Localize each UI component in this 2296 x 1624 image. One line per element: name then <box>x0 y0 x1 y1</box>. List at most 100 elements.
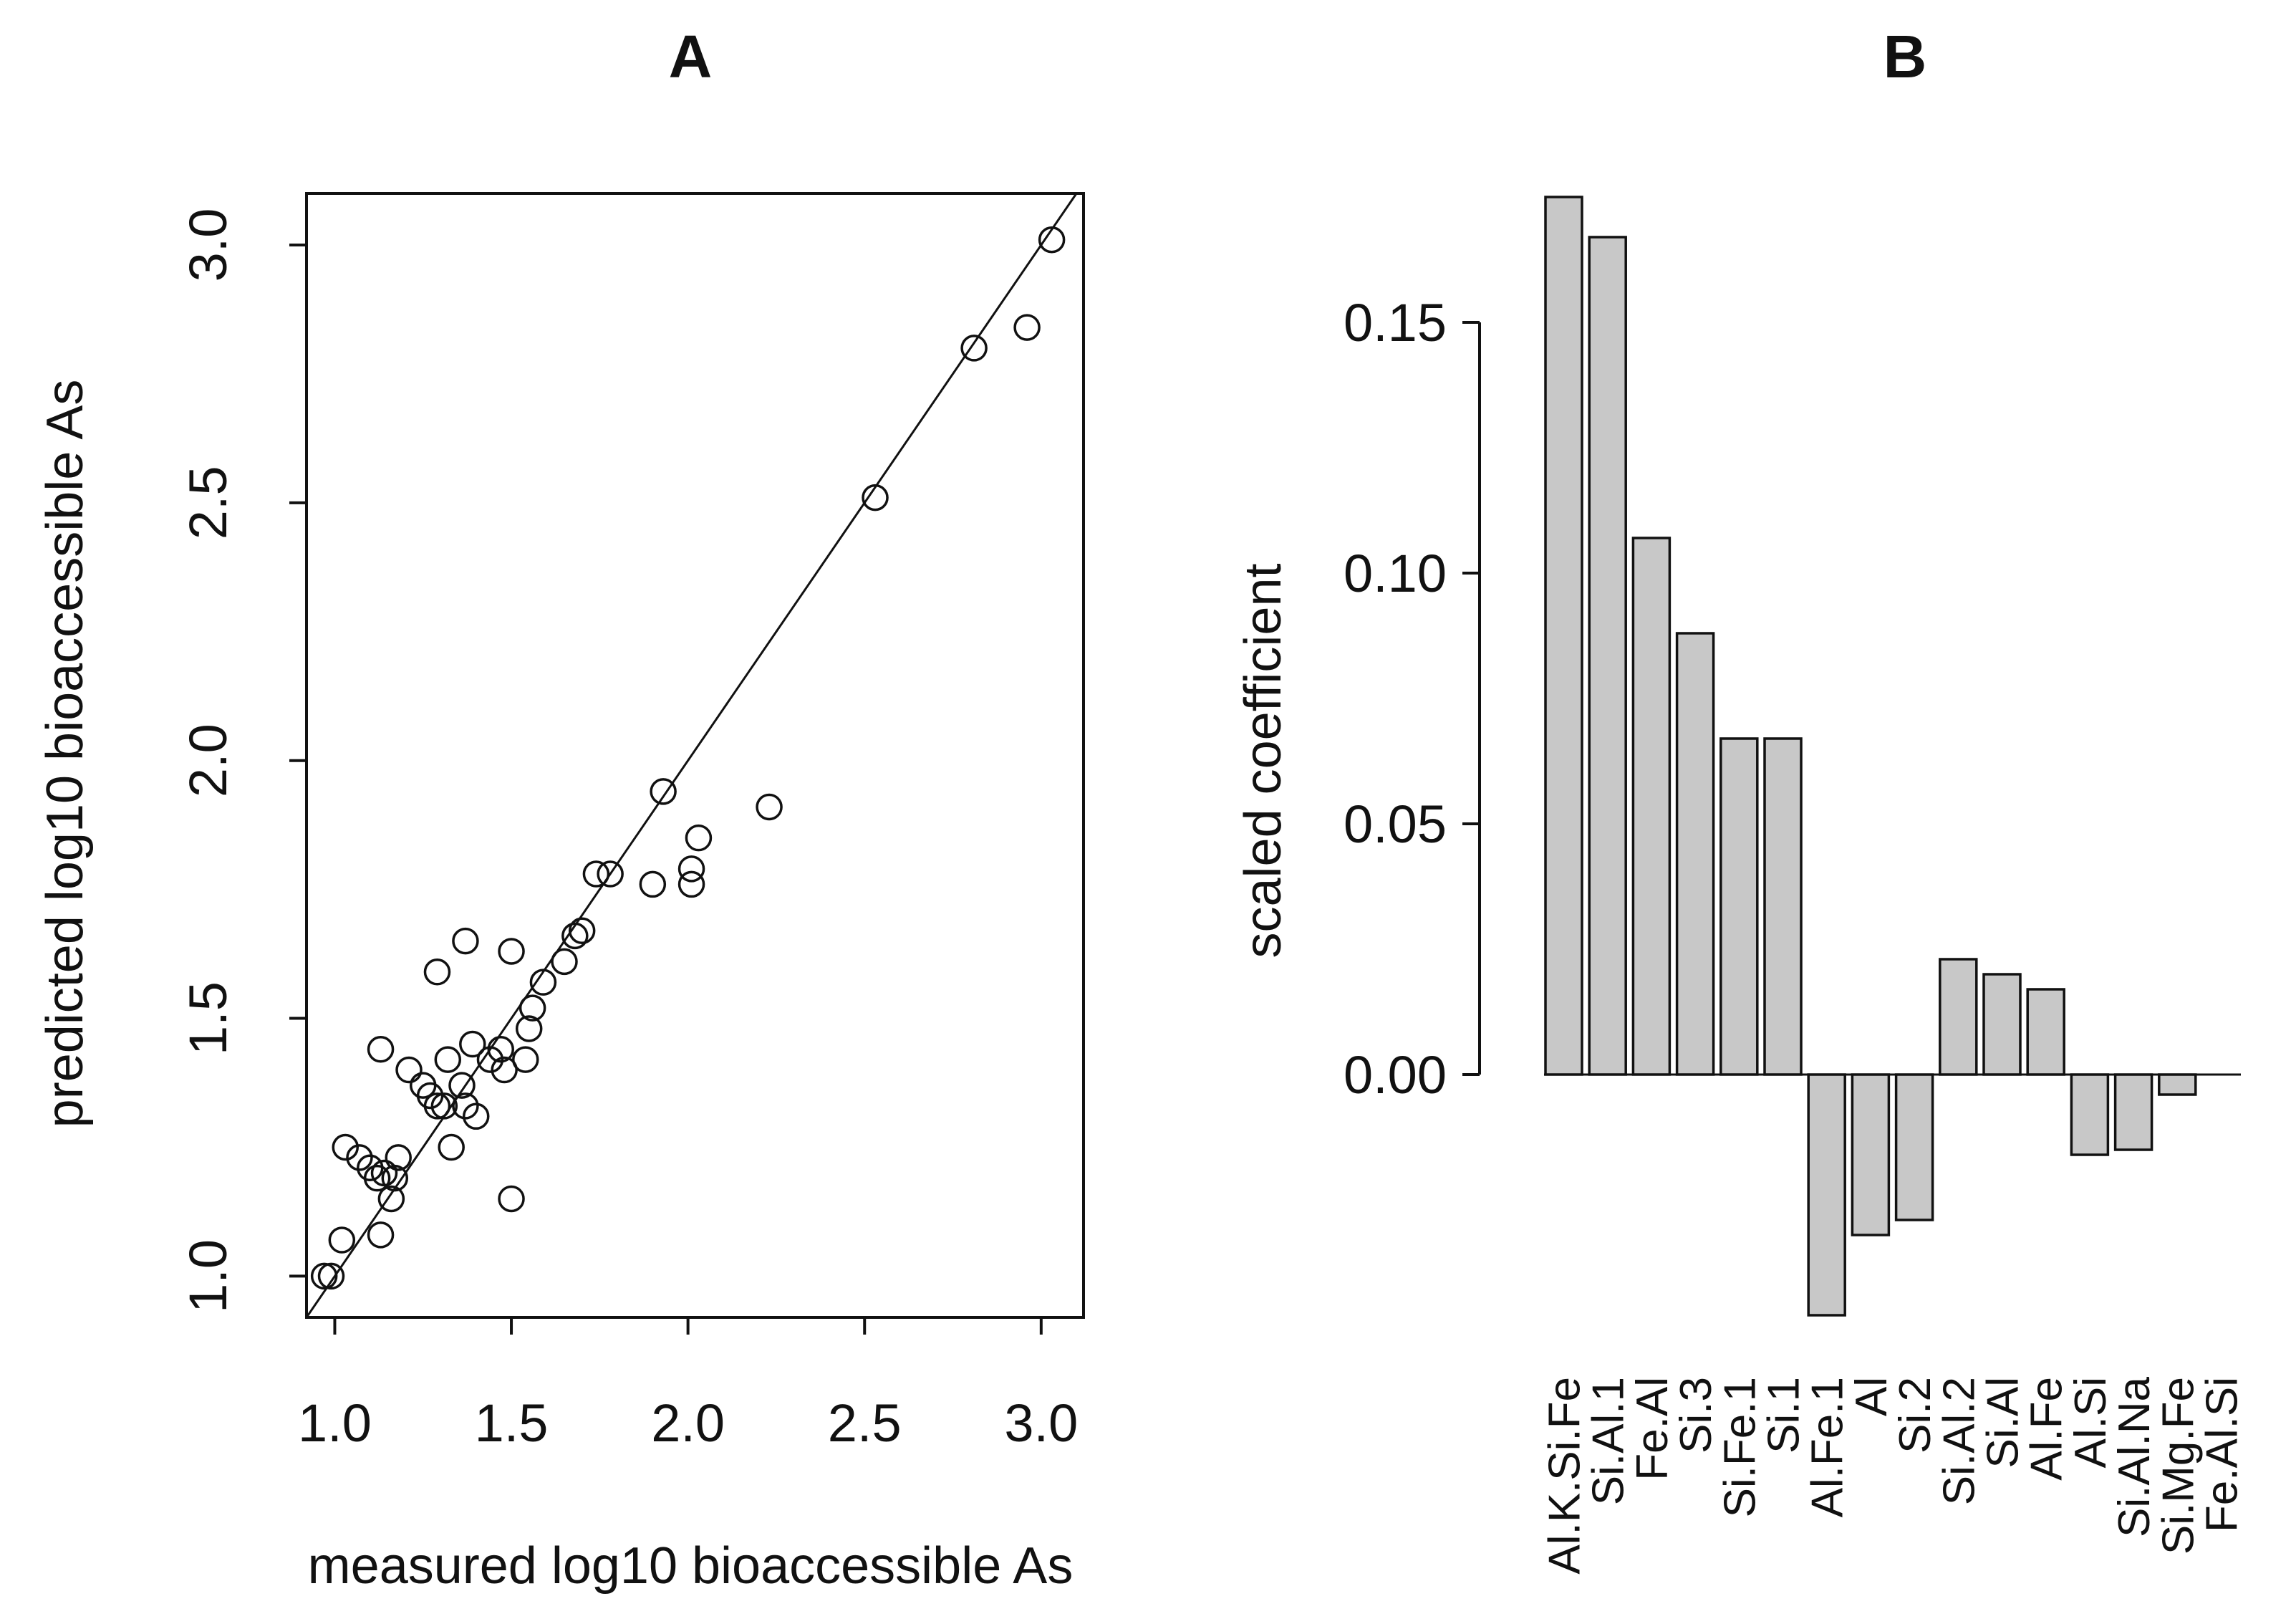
data-point <box>1013 314 1041 341</box>
category-label: Si.2 <box>1891 1377 1940 1454</box>
data-point <box>476 1046 504 1073</box>
panel-a-plot-box <box>305 192 1085 1319</box>
data-point <box>367 1035 395 1063</box>
data-point <box>597 860 624 888</box>
data-point <box>367 1221 395 1249</box>
data-point <box>459 1030 486 1058</box>
bar-al-fe <box>2026 988 2065 1076</box>
data-point <box>960 335 988 362</box>
panel-b-y-axis: 0.00 0.05 0.10 0.15 <box>1344 293 1481 1105</box>
y-tick-label: 0.05 <box>1344 794 1447 854</box>
data-point <box>434 1046 462 1073</box>
data-point <box>438 1133 465 1161</box>
bar-si-1 <box>1763 737 1803 1076</box>
bar-si-al-2 <box>1939 958 1978 1076</box>
data-point <box>582 860 610 888</box>
bar-si-al <box>1982 973 2022 1076</box>
panel-a-x-ticks: 1.0 1.5 2.0 2.5 3.0 <box>298 1317 1078 1453</box>
panel-b-title: B <box>1883 23 1927 90</box>
data-point <box>452 927 479 955</box>
y-tick-label: 2.0 <box>178 724 238 797</box>
category-label: Si.Al <box>1979 1377 2028 1468</box>
data-point <box>346 1144 373 1171</box>
category-label: Si.Mg.Fe <box>2153 1377 2203 1555</box>
data-point <box>423 1092 451 1120</box>
data-point <box>677 870 705 898</box>
data-point <box>423 958 451 986</box>
panel-a-x-label: measured log10 bioaccessible As <box>308 1537 1074 1595</box>
category-label: Al.Si <box>2066 1377 2116 1468</box>
category-label: Al.Fe.1 <box>1803 1377 1853 1517</box>
data-point <box>1038 226 1066 254</box>
y-tick-label: 0.15 <box>1344 293 1447 352</box>
category-label: Fe.Al <box>1628 1377 1677 1481</box>
x-tick-label: 3.0 <box>1004 1393 1078 1453</box>
y-tick-label: 0.10 <box>1344 544 1447 603</box>
data-point <box>395 1056 423 1084</box>
data-point <box>385 1144 412 1171</box>
category-label: Fe.Al.Si <box>2198 1377 2247 1532</box>
data-point <box>328 1226 356 1254</box>
panel-b-bars <box>1544 196 2197 1317</box>
data-point <box>452 1092 479 1120</box>
category-label: Si.Al.2 <box>1934 1377 1984 1505</box>
data-point <box>512 1046 539 1073</box>
data-point <box>462 1102 490 1130</box>
data-point <box>529 969 557 996</box>
identity-line <box>305 193 1078 1318</box>
data-point <box>677 855 705 883</box>
panel-a: A 1.0 1.5 2.0 2.5 3.0 1.0 1.5 2.0 2.5 3.0 measur… <box>37 23 1085 1595</box>
x-tick-label: 2.5 <box>828 1393 902 1453</box>
data-point <box>685 824 713 852</box>
category-label: Si.1 <box>1760 1377 1809 1454</box>
category-label: Si.3 <box>1672 1377 1721 1454</box>
y-tick-label: 3.0 <box>178 208 238 282</box>
bar-fe-al <box>1631 537 1672 1076</box>
panel-a-y-ticks: 1.0 1.5 2.0 2.5 3.0 <box>178 208 307 1313</box>
bar-si-al-1 <box>1588 236 1627 1076</box>
category-label: Si.Al.1 <box>1584 1377 1634 1505</box>
panel-b-y-label: scaled coefficient <box>1235 563 1292 958</box>
data-point <box>491 1056 518 1084</box>
bar-si-al-na <box>2113 1073 2153 1151</box>
data-point <box>332 1133 359 1161</box>
data-point <box>498 1185 525 1213</box>
category-label: Al <box>1847 1377 1896 1416</box>
data-point <box>448 1072 476 1099</box>
category-label: Si.Fe.1 <box>1715 1377 1765 1517</box>
panel-b-category-labels: Al.K.Si.FeSi.Al.1Fe.AlSi.3Si.Fe.1Si.1Al.… <box>1540 1376 2247 1574</box>
bar-al <box>1851 1073 1891 1236</box>
bar-si-mg-fe <box>2158 1073 2197 1096</box>
x-tick-label: 2.0 <box>651 1393 725 1453</box>
data-point <box>551 948 578 976</box>
category-label: Si.Al.Na <box>2110 1376 2159 1537</box>
data-point <box>862 484 889 511</box>
bar-al-si <box>2070 1073 2110 1156</box>
bar-si-3 <box>1675 632 1715 1076</box>
data-point <box>515 1015 543 1042</box>
data-point <box>639 870 667 898</box>
data-point <box>756 793 783 821</box>
panel-a-points <box>310 226 1066 1290</box>
data-point <box>430 1092 458 1120</box>
data-point <box>317 1262 345 1290</box>
panel-a-title: A <box>669 23 713 90</box>
data-point <box>381 1164 409 1192</box>
bar-si-fe-1 <box>1719 737 1759 1076</box>
panel-b: B 0.000.050.100.15 Al.K.Si.FeSi.Al.1Fe.A… <box>1235 23 2247 1575</box>
data-point <box>561 922 589 950</box>
y-tick-label: 1.0 <box>178 1239 238 1313</box>
data-point <box>363 1164 391 1192</box>
data-point <box>518 994 546 1022</box>
y-tick-label: 1.5 <box>178 981 238 1055</box>
bar-al-fe-1 <box>1807 1073 1846 1317</box>
data-point <box>310 1262 338 1290</box>
x-tick-label: 1.5 <box>475 1393 549 1453</box>
y-tick-label: 0.00 <box>1344 1045 1447 1105</box>
bar-si-2 <box>1894 1073 1934 1221</box>
data-point <box>498 938 525 965</box>
bar-al-k-si-fe <box>1544 196 1583 1076</box>
data-point <box>568 917 596 944</box>
data-point <box>487 1035 514 1063</box>
